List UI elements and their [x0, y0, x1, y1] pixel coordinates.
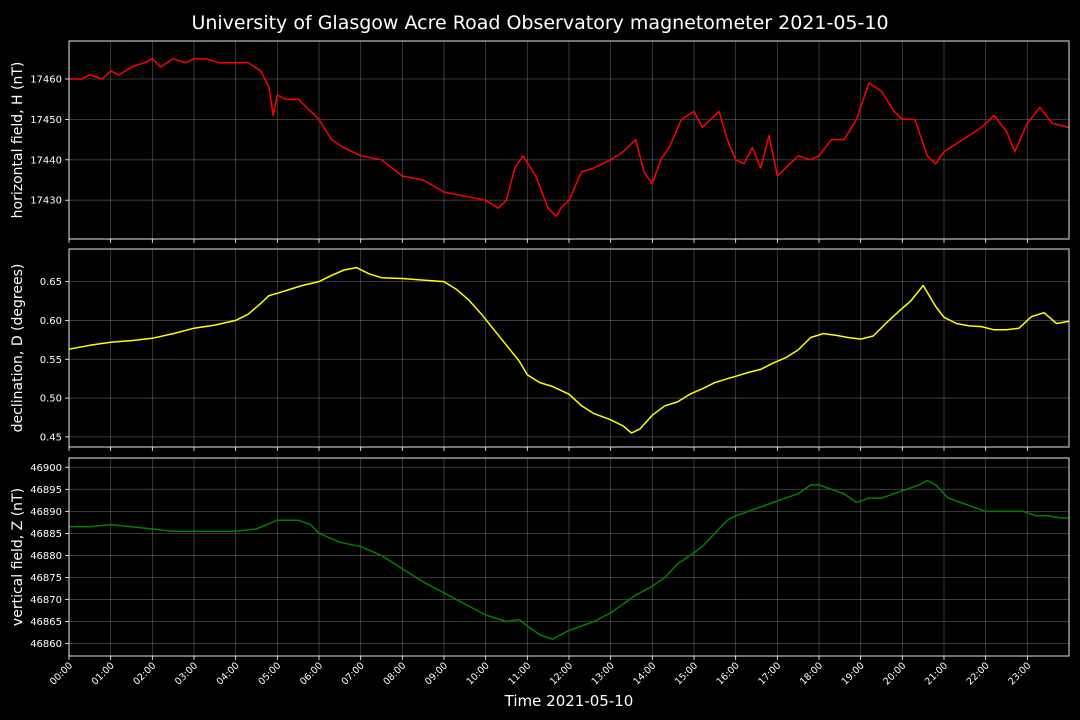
y-axis-label: declination, D (degrees) [10, 264, 26, 433]
chart-panels: 17430 17440 17450 17460 horizontal field, H … [10, 40, 1070, 687]
panel-2: 0.45 0.50 0.55 0.60 0.65 declination, D (degr… [10, 248, 1070, 451]
y-tick-label: 0.60 [40, 316, 62, 327]
y-tick-label: 0.55 [40, 355, 62, 366]
y-axis-label: horizontal field, H (nT) [10, 62, 26, 219]
panel-1: 17430 17440 17450 17460 horizontal field, H … [10, 40, 1070, 243]
y-tick-label: 46895 [30, 485, 62, 496]
y-tick-label: 0.65 [40, 277, 62, 288]
y-tick-label: 0.45 [40, 432, 62, 443]
y-tick-label: 17440 [30, 155, 62, 166]
y-axis-label: vertical field, Z (nT) [10, 488, 26, 626]
y-tick-label: 46860 [30, 639, 62, 650]
chart-title: University of Glasgow Acre Road Observat… [191, 12, 888, 34]
y-tick-label: 46865 [30, 617, 62, 628]
y-tick-label: 17450 [30, 115, 62, 126]
y-tick-label: 46870 [30, 595, 62, 606]
y-tick-label: 46880 [30, 551, 62, 562]
axes-frame [68, 40, 1070, 240]
y-tick-label: 0.50 [40, 394, 62, 405]
axes-frame [68, 457, 1070, 657]
y-tick-label: 46900 [30, 463, 62, 474]
y-tick-label: 46885 [30, 529, 62, 540]
y-tick-label: 17460 [30, 74, 62, 85]
y-tick-label: 46875 [30, 573, 62, 584]
y-tick-label: 46890 [30, 507, 62, 518]
axes-frame [68, 248, 1070, 448]
x-axis-label: Time 2021-05-10 [504, 692, 634, 710]
series-line [69, 479, 1069, 640]
y-tick-label: 17430 [30, 196, 62, 207]
series-line [69, 58, 1070, 218]
series-line [68, 266, 1070, 434]
